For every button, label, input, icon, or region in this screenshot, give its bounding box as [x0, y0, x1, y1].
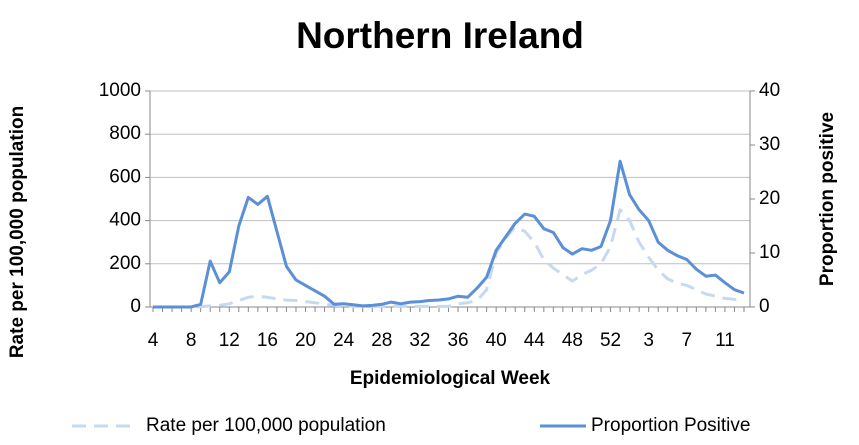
x-tick-label: 8	[186, 330, 197, 351]
x-tick-label: 4	[148, 330, 159, 351]
x-tick-label: 3	[643, 330, 654, 351]
x-tick-label: 40	[486, 330, 507, 351]
y2-tick-label: 10	[759, 242, 780, 263]
y2-tick-label: 40	[759, 80, 780, 101]
series-line	[153, 208, 745, 309]
y2-tick-label: 0	[759, 296, 770, 317]
y-tick-label: 800	[109, 123, 141, 144]
x-tick-label: 11	[715, 330, 735, 351]
x-tick-label: 20	[295, 330, 316, 351]
y-tick-label: 400	[109, 210, 141, 231]
x-tick-label: 48	[562, 330, 583, 351]
legend-label: Proportion Positive	[591, 415, 750, 436]
x-axis-title: Epidemiological Week	[350, 368, 551, 389]
x-tick-label: 16	[257, 330, 278, 351]
y-tick-label: 1000	[99, 80, 141, 101]
x-tick-label: 36	[447, 330, 468, 351]
x-tick-label: 24	[333, 330, 355, 351]
y-axis-title: Rate per 100,000 population	[7, 106, 28, 358]
legend-label: Rate per 100,000 population	[146, 415, 386, 436]
x-tick-label: 52	[600, 330, 621, 351]
x-tick-label: 7	[682, 330, 693, 351]
x-tick-label: 12	[219, 330, 240, 351]
y-tick-label: 0	[130, 296, 141, 317]
series-line	[153, 159, 745, 309]
y2-tick-label: 20	[759, 188, 780, 209]
x-tick-label: 44	[524, 330, 546, 351]
y-tick-label: 200	[109, 253, 141, 274]
chart-title: Northern Ireland	[296, 15, 584, 56]
y2-tick-label: 30	[759, 134, 780, 155]
x-tick-label: 32	[409, 330, 430, 351]
x-tick-label: 28	[371, 330, 392, 351]
y2-axis-title: Proportion positive	[817, 112, 838, 286]
y-tick-label: 600	[109, 166, 141, 187]
